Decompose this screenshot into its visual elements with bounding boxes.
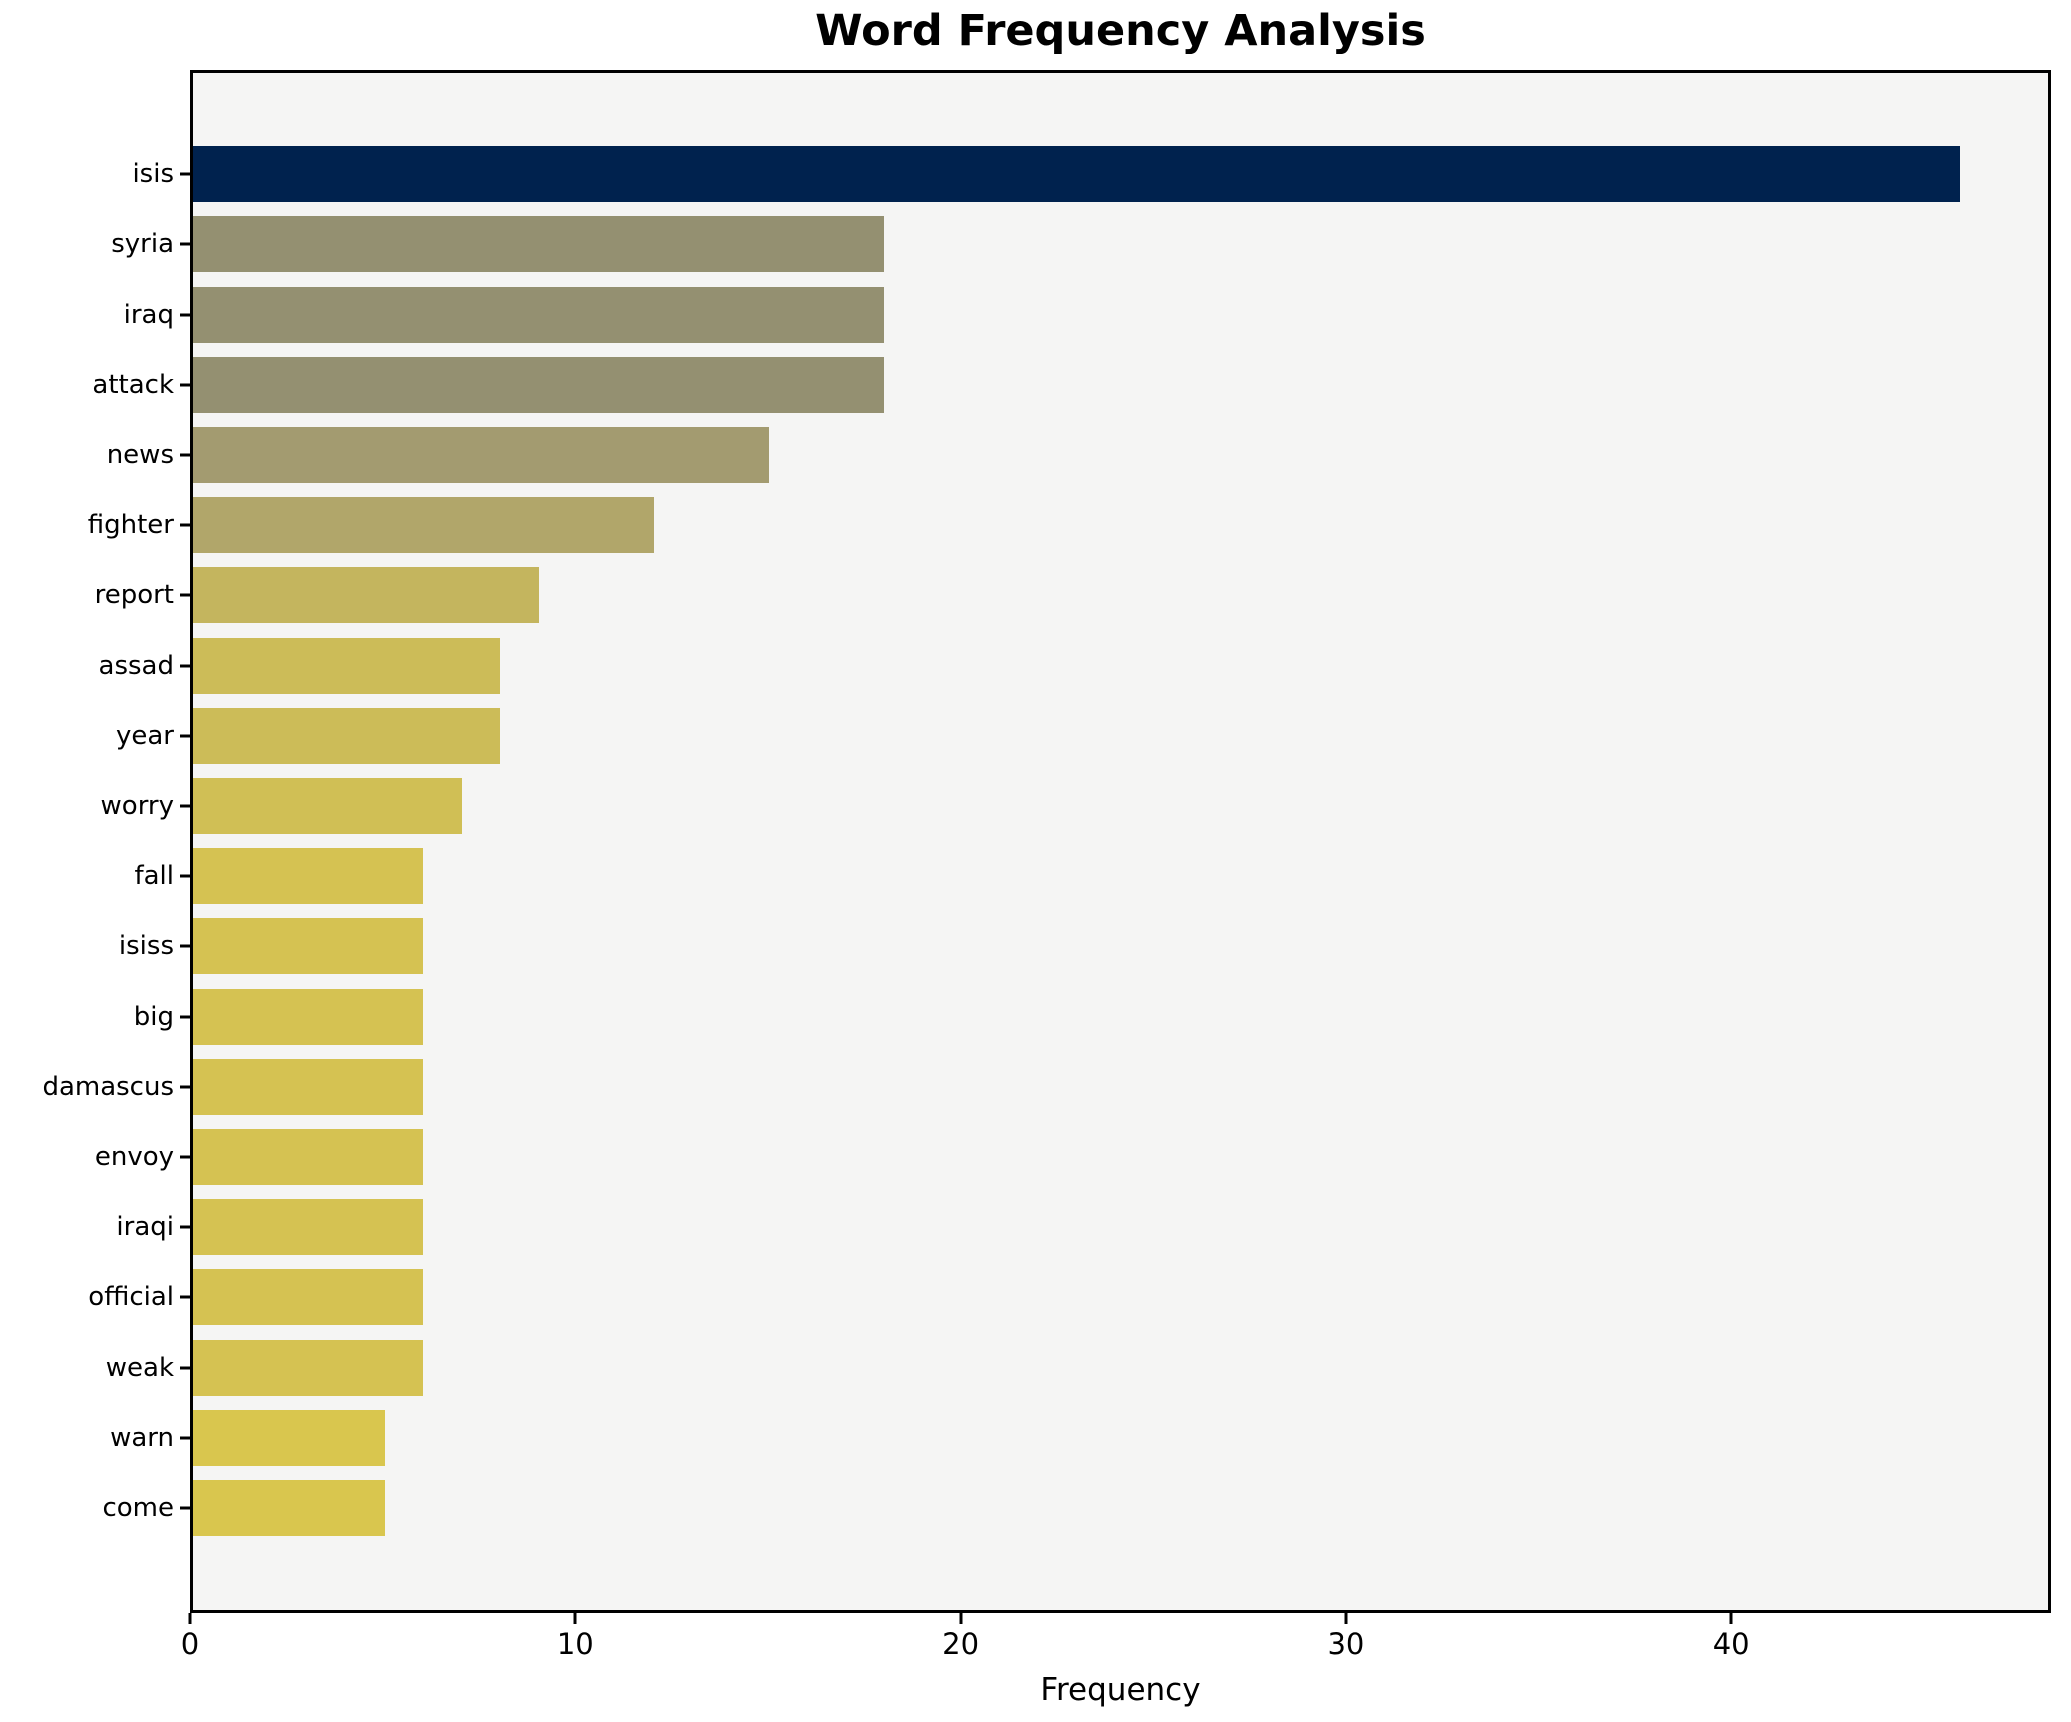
- bar-isiss: [193, 918, 424, 975]
- bar-row: assad: [99, 630, 2048, 700]
- y-tick-mark: [180, 874, 190, 878]
- bar-damascus: [193, 1058, 424, 1115]
- bar-envoy: [193, 1128, 424, 1185]
- y-tick-label: attack: [92, 369, 174, 400]
- bar-year: [193, 707, 501, 764]
- y-tick-label: come: [102, 1492, 174, 1523]
- bar-row: isis: [132, 139, 2048, 209]
- x-axis: 0 10 20 30 40: [181, 1613, 2051, 1673]
- bar-row: warn: [110, 1403, 2048, 1473]
- bar-row: envoy: [95, 1122, 2048, 1192]
- plot-area: isis syria iraq attack news fighter report assa…: [42, 70, 2051, 1613]
- x-tick-label: 0: [180, 1627, 200, 1661]
- bar-row: come: [102, 1473, 2048, 1543]
- y-tick-label: fighter: [87, 510, 174, 541]
- bar-weak: [193, 1339, 424, 1396]
- x-tick-mark: [573, 1613, 577, 1624]
- y-tick-label: weak: [105, 1352, 174, 1383]
- y-tick-label: iraq: [123, 299, 174, 330]
- bar-fall: [193, 848, 424, 905]
- y-tick-mark: [180, 734, 190, 738]
- y-tick-mark: [180, 383, 190, 387]
- x-tick-mark: [959, 1613, 963, 1624]
- bar-row: weak: [106, 1332, 2048, 1402]
- bar-attack: [193, 356, 885, 413]
- bar-row: iraqi: [116, 1192, 2048, 1262]
- y-tick-label: warn: [110, 1422, 174, 1453]
- y-tick-label: envoy: [94, 1141, 174, 1172]
- bar-row: attack: [92, 350, 2048, 420]
- y-tick-mark: [180, 1155, 190, 1159]
- bar-row: big: [134, 981, 2048, 1051]
- y-tick-label: news: [106, 439, 174, 470]
- y-tick-mark: [180, 1506, 190, 1510]
- bar-row: official: [88, 1262, 2048, 1332]
- y-tick-label: big: [133, 1001, 174, 1032]
- bar-rows-container: isis syria iraq attack news fighter report assa…: [42, 73, 2048, 1610]
- x-tick-label: 40: [1712, 1627, 1750, 1661]
- y-tick-mark: [180, 313, 190, 316]
- y-tick-label: year: [115, 720, 174, 751]
- bar-row: syria: [111, 209, 2048, 279]
- bar-row: worry: [101, 771, 2048, 841]
- bar-row: damascus: [42, 1052, 2048, 1122]
- x-tick-label: 10: [556, 1627, 594, 1661]
- x-tick-mark: [188, 1613, 192, 1624]
- y-tick-mark: [180, 944, 190, 948]
- bar-row: fighter: [88, 490, 2048, 560]
- y-tick-mark: [180, 804, 190, 808]
- bar-row: news: [107, 420, 2048, 490]
- y-tick-mark: [180, 1085, 190, 1089]
- y-tick-label: official: [88, 1282, 174, 1313]
- y-tick-mark: [180, 1015, 190, 1019]
- y-tick-mark: [180, 664, 190, 668]
- y-tick-label: syria: [111, 229, 174, 260]
- bar-row: year: [116, 701, 2048, 771]
- bar-iraq: [193, 286, 885, 343]
- y-tick-mark: [180, 1366, 190, 1370]
- y-tick-mark: [180, 1295, 190, 1299]
- y-tick-mark: [180, 1436, 190, 1440]
- bar-row: fall: [134, 841, 2048, 911]
- bar-row: isiss: [119, 911, 2048, 981]
- y-tick-mark: [180, 242, 190, 246]
- y-tick-label: isis: [132, 159, 174, 190]
- x-tick-mark: [1729, 1613, 1733, 1624]
- bar-worry: [193, 777, 462, 834]
- bar-iraqi: [193, 1199, 424, 1256]
- y-tick-mark: [180, 1225, 190, 1229]
- y-tick-label: fall: [134, 861, 174, 892]
- bar-official: [193, 1269, 424, 1326]
- y-tick-label: assad: [98, 650, 174, 681]
- bar-news: [193, 426, 770, 483]
- bar-come: [193, 1479, 386, 1536]
- x-tick-label: 30: [1327, 1627, 1365, 1661]
- bar-big: [193, 988, 424, 1045]
- x-axis-label: Frequency: [1040, 1672, 1201, 1708]
- chart-title: Word Frequency Analysis: [815, 6, 1426, 56]
- bar-assad: [193, 637, 501, 694]
- y-tick-label: report: [94, 580, 174, 611]
- x-tick-label: 20: [942, 1627, 980, 1661]
- y-tick-label: iraqi: [116, 1212, 174, 1243]
- bar-row: iraq: [124, 279, 2048, 349]
- bar-fighter: [193, 497, 654, 554]
- y-tick-label: damascus: [42, 1071, 174, 1102]
- y-tick-mark: [180, 593, 190, 597]
- bar-isis: [193, 146, 1960, 203]
- x-tick-mark: [1344, 1613, 1348, 1624]
- bar-warn: [193, 1409, 386, 1466]
- bar-row: report: [95, 560, 2048, 630]
- y-tick-mark: [180, 453, 190, 457]
- y-tick-label: worry: [100, 790, 174, 821]
- bar-report: [193, 567, 539, 624]
- bar-syria: [193, 216, 885, 273]
- y-tick-label: isiss: [118, 931, 174, 962]
- y-tick-mark: [180, 523, 190, 527]
- y-tick-mark: [180, 172, 190, 176]
